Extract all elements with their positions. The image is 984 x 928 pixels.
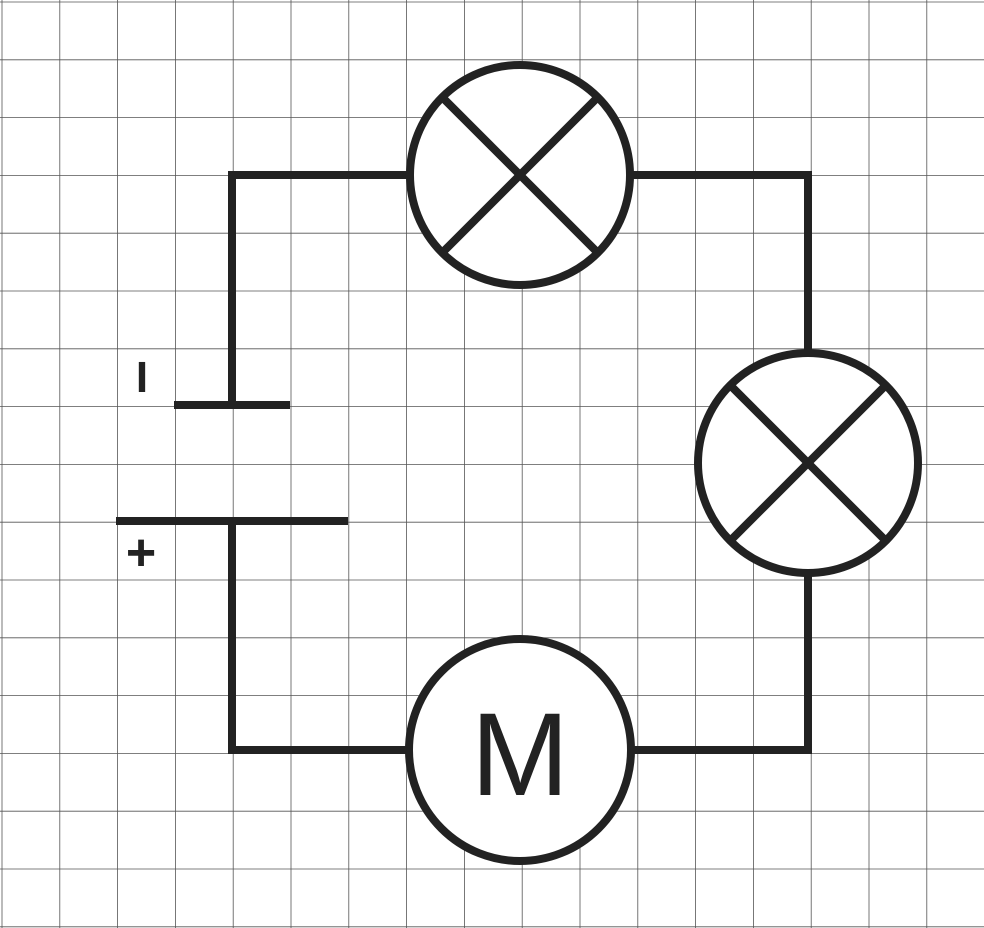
wire-top-left: [228, 171, 414, 409]
battery-negative-label: I: [136, 353, 148, 402]
lamp-cross-line: [727, 382, 889, 544]
motor-label: M: [471, 689, 569, 821]
motor-icon: [405, 635, 635, 865]
wire-top-right: [626, 171, 812, 356]
wire-bottom-left: [228, 517, 414, 754]
lamp-cross-line: [439, 94, 601, 256]
circuit-wires: [228, 171, 812, 754]
lamp-top: [406, 61, 634, 289]
wire-bottom-right: [628, 571, 812, 754]
lamp-right: [694, 349, 922, 577]
motor: M: [405, 635, 635, 865]
battery-positive-label: +: [126, 524, 156, 582]
battery: I +: [116, 353, 348, 582]
